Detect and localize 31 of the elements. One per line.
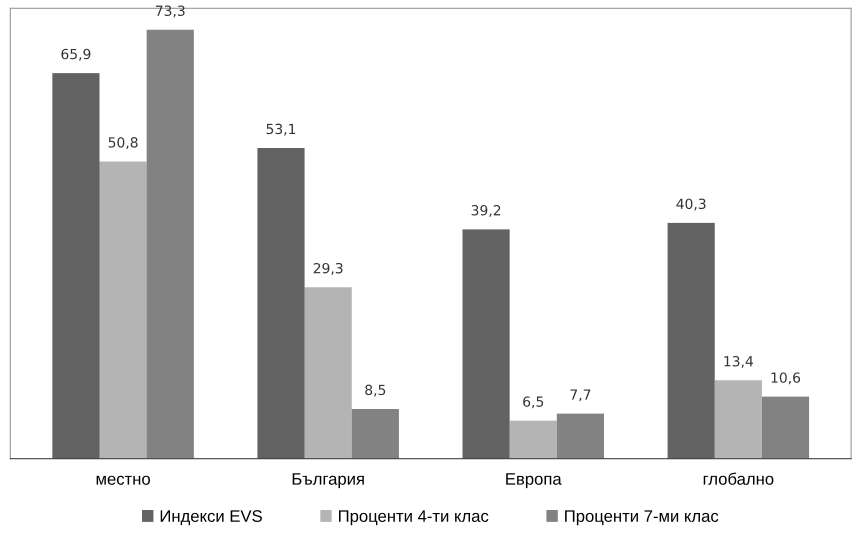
data-label: 39,2: [472, 205, 500, 217]
bar: [556, 414, 604, 459]
bar: [352, 408, 399, 459]
data-label: 73,3: [156, 5, 185, 18]
x-tick-label: местно: [96, 476, 150, 485]
bar: [762, 396, 810, 459]
legend-label: Проценти 4-ти клас: [339, 510, 488, 526]
bar: [52, 73, 100, 459]
x-tick-label: Европа: [506, 473, 562, 488]
bar: [304, 287, 352, 459]
data-label: 13,4: [724, 356, 754, 368]
legend-label: Проценти 7-ми клас: [565, 510, 718, 526]
bar: [668, 222, 715, 459]
data-label: 6,5: [523, 396, 544, 408]
data-label: 7,7: [570, 390, 590, 402]
bar: [100, 161, 147, 459]
data-label: 53,1: [266, 124, 296, 136]
data-label: 10,6: [772, 372, 800, 384]
x-tick-label: България: [292, 473, 364, 488]
bar: [257, 148, 305, 459]
data-label: 8,5: [365, 384, 386, 397]
data-label: 40,3: [676, 198, 706, 210]
legend-label: Индекси EVS: [160, 510, 262, 526]
bar: [714, 380, 762, 459]
bar: [510, 420, 557, 459]
data-label: 50,8: [108, 137, 138, 150]
bar: [146, 30, 194, 459]
data-label: 29,3: [314, 262, 343, 275]
data-label: 65,9: [61, 48, 90, 61]
bar: [462, 229, 510, 459]
x-tick-label: глобално: [704, 472, 774, 485]
